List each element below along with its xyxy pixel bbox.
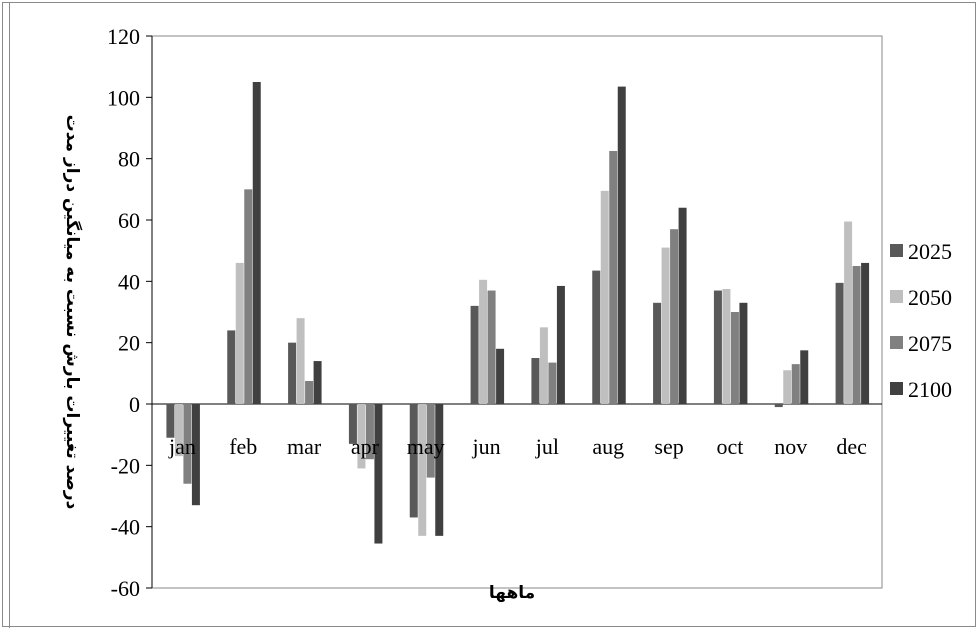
legend-label-2075: 2075	[908, 331, 952, 356]
y-axis-title: درصد تغییرات بارش نسبت به میانگین دراز م…	[62, 115, 83, 510]
bar-mar-2100	[313, 361, 322, 404]
x-tick-label-jan: jan	[168, 434, 196, 459]
bar-jan-2025	[166, 404, 175, 438]
bar-jun-2075	[487, 290, 496, 404]
bar-jun-2025	[470, 305, 479, 404]
bar-jul-2025	[531, 358, 540, 404]
bar-aug-2100	[617, 86, 626, 404]
bar-oct-2050	[722, 289, 731, 404]
x-tick-label-sep: sep	[654, 434, 683, 459]
bar-oct-2100	[739, 302, 748, 404]
tick-labels: 120 100 80 60 40 20 0 -20 -40 -60 jan feb mar apr may j…	[107, 24, 867, 601]
bar-nov-2025	[774, 404, 783, 408]
bar-dec-2025	[835, 282, 844, 404]
bar-sep-2075	[670, 229, 679, 404]
plot-area	[151, 35, 883, 589]
y-tick-label: -40	[111, 515, 140, 540]
bar-may-2025	[409, 404, 418, 518]
bars	[166, 82, 870, 544]
bar-feb-2100	[252, 82, 261, 404]
legend: 2025 2050 2075 2100	[890, 239, 952, 402]
legend-label-2100: 2100	[908, 377, 952, 402]
bar-apr-2100	[374, 404, 383, 544]
bar-sep-2050	[661, 247, 670, 404]
bar-jan-2075	[183, 404, 192, 484]
bar-sep-2100	[678, 207, 687, 404]
bar-aug-2075	[609, 151, 618, 404]
bar-dec-2050	[844, 221, 853, 404]
bar-apr-2075	[365, 404, 374, 460]
bar-dec-2100	[861, 262, 870, 404]
legend-label-2025: 2025	[908, 239, 952, 264]
bar-may-2050	[418, 404, 427, 536]
y-tick-label: 20	[118, 331, 140, 356]
bar-mar-2075	[305, 381, 314, 404]
y-tick-label: 80	[118, 147, 140, 172]
bar-nov-2050	[783, 370, 792, 404]
bar-jul-2100	[556, 285, 565, 404]
bar-jul-2050	[539, 327, 548, 404]
bar-sep-2025	[653, 302, 662, 404]
legend-swatch-2050	[890, 290, 903, 303]
legend-swatch-2100	[890, 382, 903, 395]
x-tick-label-oct: oct	[716, 434, 743, 459]
y-tick-label: 60	[118, 208, 140, 233]
bar-dec-2075	[852, 266, 861, 404]
bar-apr-2025	[348, 404, 357, 444]
bar-jan-2050	[174, 404, 183, 457]
bar-feb-2025	[227, 330, 236, 404]
bar-jun-2050	[479, 279, 488, 404]
legend-swatch-2025	[890, 244, 903, 257]
bar-mar-2025	[288, 342, 297, 404]
bar-nov-2100	[800, 350, 809, 404]
bar-mar-2050	[296, 318, 305, 404]
x-tick-label-jun: jun	[472, 434, 501, 459]
bar-jan-2100	[191, 404, 200, 506]
x-tick-label-nov: nov	[774, 434, 807, 459]
bar-apr-2050	[357, 404, 366, 469]
bar-oct-2025	[713, 290, 722, 404]
bar-oct-2075	[730, 312, 739, 404]
x-tick-label-may: may	[407, 434, 445, 459]
bar-nov-2075	[791, 364, 800, 404]
y-tick-label: 100	[107, 85, 140, 110]
y-tick-label: -20	[111, 453, 140, 478]
y-tick-label: 0	[129, 392, 140, 417]
x-tick-label-apr: apr	[351, 434, 380, 459]
bar-may-2100	[435, 404, 444, 536]
bar-aug-2025	[592, 270, 601, 404]
bar-may-2075	[426, 404, 435, 478]
x-tick-label-mar: mar	[287, 434, 322, 459]
bar-jun-2100	[496, 348, 505, 404]
legend-swatch-2075	[890, 336, 903, 349]
x-tick-label-dec: dec	[836, 434, 867, 459]
y-tick-label: 40	[118, 269, 140, 294]
frame-inner-line	[9, 3, 10, 628]
y-tick-label: -60	[111, 576, 140, 601]
x-axis-title: ماهها	[489, 583, 535, 603]
x-tick-label-aug: aug	[592, 434, 624, 459]
axes	[146, 35, 882, 589]
bar-feb-2075	[244, 189, 253, 404]
y-tick-label: 120	[107, 24, 140, 49]
x-tick-label-feb: feb	[229, 434, 257, 459]
bar-jul-2075	[548, 362, 557, 404]
legend-label-2050: 2050	[908, 285, 952, 310]
x-tick-label-jul: jul	[535, 434, 559, 459]
bar-feb-2050	[235, 262, 244, 404]
bar-aug-2050	[600, 190, 609, 404]
